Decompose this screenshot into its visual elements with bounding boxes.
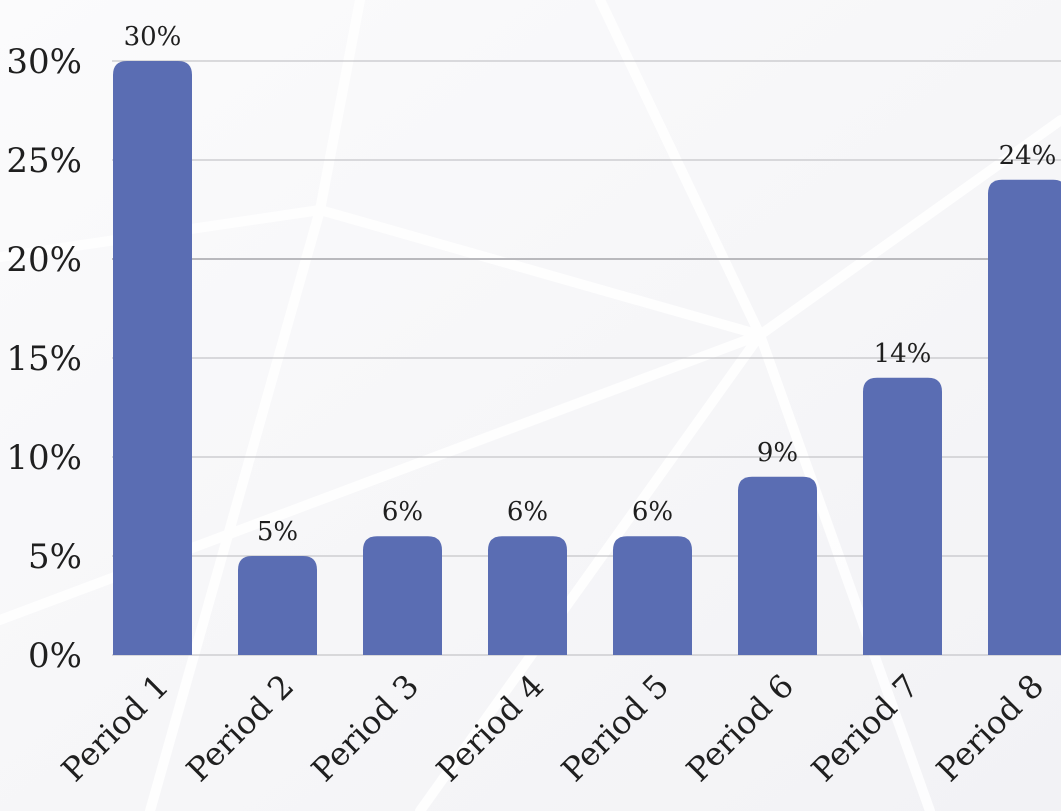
bar [363, 536, 442, 655]
data-label: 5% [257, 517, 298, 547]
y-axis-tick-labels: 0% 5% 10% 15% 20% 25% 30% [6, 42, 82, 676]
bar [738, 476, 817, 655]
bar [488, 536, 567, 655]
y-axis-tick-label: 10% [6, 438, 82, 478]
y-axis-tick-label: 20% [6, 240, 82, 280]
y-axis-tick-label: 0% [28, 636, 82, 676]
y-axis-tick-label: 15% [6, 339, 82, 379]
bar [988, 179, 1061, 655]
bar [863, 377, 942, 655]
bar [613, 536, 692, 655]
data-labels: 30% 5% 6% 6% 6% 9% 14% 24% [124, 22, 1057, 547]
data-label: 6% [382, 497, 423, 527]
bars [113, 61, 1061, 655]
y-axis-tick-label: 30% [6, 42, 82, 82]
data-label: 9% [757, 438, 798, 468]
data-label: 14% [874, 339, 932, 369]
data-label: 24% [999, 141, 1057, 171]
bar [238, 556, 317, 655]
data-label: 6% [632, 497, 673, 527]
y-axis-tick-label: 5% [28, 537, 82, 577]
bar [113, 61, 192, 655]
data-label: 6% [507, 497, 548, 527]
data-label: 30% [124, 22, 182, 52]
y-axis-tick-label: 25% [6, 141, 82, 181]
